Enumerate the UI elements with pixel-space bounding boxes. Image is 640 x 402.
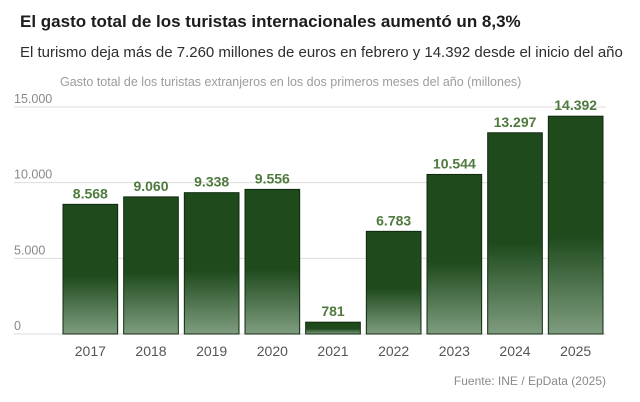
- x-tick-label-2024: 2024: [499, 343, 530, 359]
- bar-2017: [62, 203, 119, 335]
- x-tick-label-2017: 2017: [75, 343, 106, 359]
- data-label-2021: 781: [321, 303, 345, 319]
- page-title: El gasto total de los turistas internaci…: [20, 12, 521, 31]
- y-tick-label: 15.000: [14, 92, 52, 106]
- data-label-2022: 6.783: [376, 212, 411, 228]
- x-tick-label-2023: 2023: [439, 343, 470, 359]
- data-label-2020: 9.556: [255, 170, 290, 186]
- labels: 8.568 2017 9.060 2018 9.338 2019 9.556 2020 781 2…: [73, 97, 597, 359]
- bar-2020: [244, 188, 301, 335]
- data-label-2018: 9.060: [133, 178, 168, 194]
- bar-2021: [305, 321, 361, 335]
- data-label-2017: 8.568: [73, 185, 108, 201]
- bar-2018: [123, 196, 179, 335]
- y-tick-label: 5.000: [14, 243, 45, 257]
- page-subtitle: El turismo deja más de 7.260 millones de…: [20, 44, 623, 61]
- data-label-2019: 9.338: [194, 174, 229, 190]
- chart-axis-title: Gasto total de los turistas extranjeros …: [60, 75, 521, 89]
- bar-2024: [487, 132, 543, 335]
- y-tick-label: 0: [14, 319, 21, 333]
- bars: [62, 115, 604, 335]
- data-label-2024: 13.297: [494, 114, 537, 130]
- data-label-2025: 14.392: [554, 97, 597, 113]
- bar-2025: [547, 115, 604, 335]
- x-tick-label-2018: 2018: [135, 343, 166, 359]
- y-tick-label: 10.000: [14, 168, 52, 182]
- bar-2019: [183, 192, 240, 335]
- source-note: Fuente: INE / EpData (2025): [453, 374, 606, 388]
- bar-2023: [426, 173, 483, 335]
- bar-2022: [365, 230, 422, 335]
- x-tick-label-2025: 2025: [560, 343, 591, 359]
- x-tick-label-2019: 2019: [196, 343, 227, 359]
- x-tick-label-2021: 2021: [317, 343, 348, 359]
- x-tick-label-2022: 2022: [378, 343, 409, 359]
- x-tick-label-2020: 2020: [257, 343, 288, 359]
- data-label-2023: 10.544: [433, 155, 476, 171]
